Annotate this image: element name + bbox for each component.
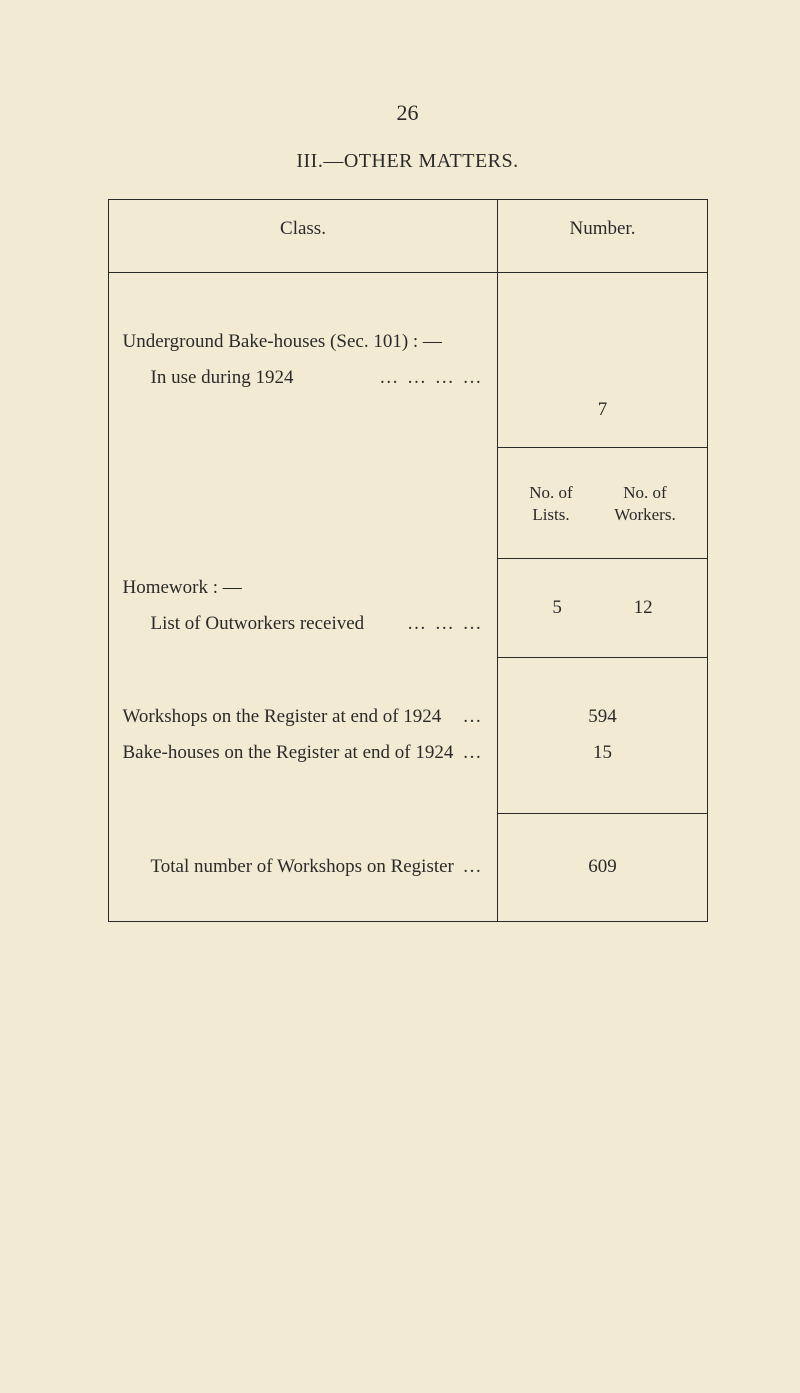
underground-heading: Underground Bake-houses (Sec. 101) : — (123, 331, 488, 353)
header-number: Number. (498, 200, 707, 273)
bakehouses-value: 15 (593, 742, 612, 764)
in-use-value: 7 (598, 399, 608, 420)
table-row: Total number of Workshops on Register … … (108, 813, 707, 922)
leader-dots: … (454, 856, 488, 878)
in-use-label: In use during 1924 (151, 367, 294, 389)
sub-header: No. of Lists. No. of Workers. (498, 474, 706, 531)
table-row: Homework : — List of Outworkers received… (108, 447, 707, 558)
document-page: 26 III.—OTHER MATTERS. Class. Number. Un… (0, 0, 800, 1393)
workshops-value: 594 (588, 706, 617, 728)
workshops-label: Workshops on the Register at end of 1924 (123, 706, 442, 728)
header-class: Class. (108, 200, 498, 273)
bakehouses-label: Bake-houses on the Register at end of 19… (123, 742, 454, 764)
leader-dots: … … … (364, 613, 487, 635)
leader-dots: … … … … (294, 367, 488, 389)
table-row: Underground Bake-houses (Sec. 101) : — I… (108, 273, 707, 448)
total-label: Total number of Workshops on Register (151, 856, 454, 878)
matters-table: Class. Number. Underground Bake-houses (… (108, 199, 708, 922)
outworkers-workers-value: 12 (634, 597, 653, 619)
sub-header-workers: No. of Workers. (614, 482, 675, 525)
page-number: 26 (100, 100, 715, 126)
leader-dots: … (453, 742, 487, 764)
leader-dots: … (441, 706, 487, 728)
section-heading: III.—OTHER MATTERS. (100, 150, 715, 173)
homework-heading: Homework : — (123, 577, 488, 599)
table-row: Workshops on the Register at end of 1924… (108, 657, 707, 813)
total-value: 609 (588, 856, 617, 877)
sub-header-lists: No. of Lists. (529, 482, 572, 525)
outworkers-lists-value: 5 (552, 597, 562, 619)
outworkers-label: List of Outworkers received (151, 613, 365, 635)
table-header-row: Class. Number. (108, 200, 707, 273)
